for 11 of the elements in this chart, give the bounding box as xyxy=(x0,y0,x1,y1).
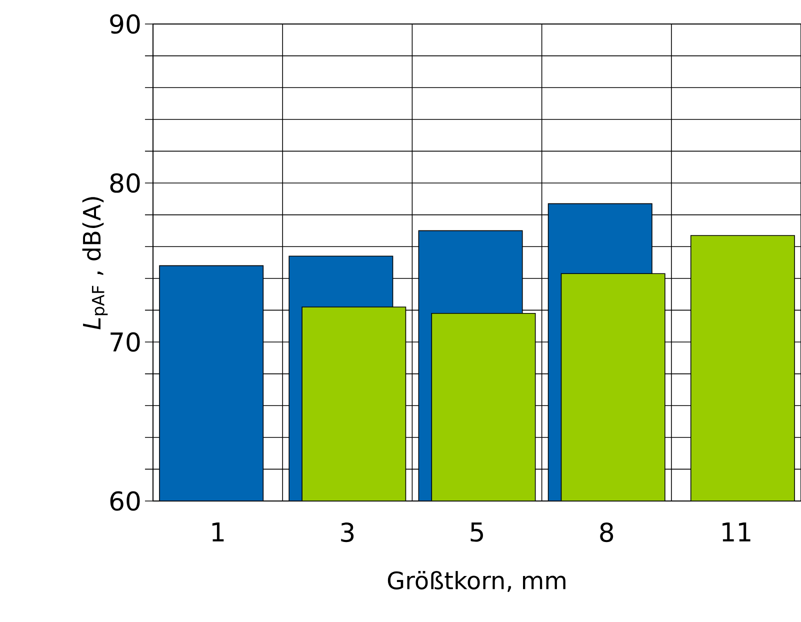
x-tick-label: 8 xyxy=(600,522,614,542)
y-axis-title: L$_{pAF}$ , dB(A) xyxy=(82,197,108,330)
x-tick-label: 5 xyxy=(470,522,483,542)
y-tick-label: 90 xyxy=(110,14,140,34)
y-tick-label: 80 xyxy=(110,173,140,193)
x-tick-label: 3 xyxy=(341,522,354,542)
y-tick-label: 70 xyxy=(110,332,140,352)
x-tick-label: 1 xyxy=(212,522,224,542)
x-tick-label: 11 xyxy=(722,522,750,542)
x-axis-title: Größtkorn, mm xyxy=(388,570,566,592)
y-tick-label: 60 xyxy=(110,491,140,511)
